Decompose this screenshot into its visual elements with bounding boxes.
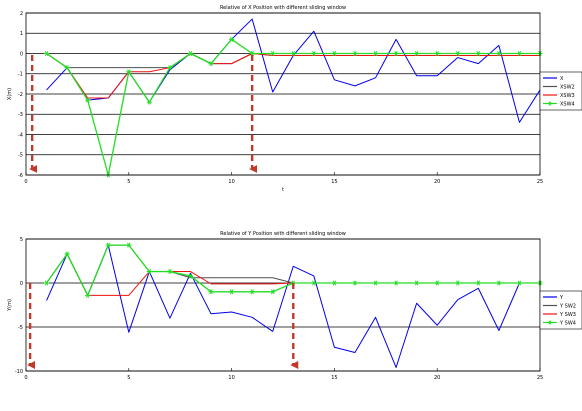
legend: X XSW2 XSW3 XSW4: [539, 71, 582, 111]
series-xsw4: [43, 36, 543, 178]
data-point: [516, 280, 523, 286]
x-tick-label: 10: [228, 179, 234, 185]
data-point: [331, 280, 337, 286]
data-point: [105, 242, 111, 248]
data-point: [64, 251, 70, 257]
data-point: [229, 289, 235, 295]
legend-label: XSW3: [560, 93, 575, 99]
y-axis-label: Y(m): [7, 299, 13, 312]
data-point: [126, 242, 132, 248]
data-point: [414, 50, 420, 57]
data-point: [146, 269, 152, 275]
legend-label: Y SW3: [559, 312, 576, 318]
data-point: [455, 280, 461, 286]
data-point: [43, 280, 50, 286]
legend-marker: [547, 320, 553, 325]
chart-title: Relative of Y Position with different sl…: [220, 231, 346, 237]
data-point: [270, 50, 276, 57]
data-point: [352, 280, 358, 286]
data-point: [393, 280, 399, 286]
y-tick-label: 0: [20, 51, 23, 57]
legend-label: XSW4: [560, 101, 575, 107]
y-tick-label: 1: [20, 31, 23, 37]
x-tick-label: 20: [434, 375, 440, 381]
data-point: [331, 50, 337, 57]
data-point: [434, 280, 440, 286]
data-point: [126, 69, 132, 75]
legend-label: Y SW2: [559, 303, 576, 309]
legend-label: Y: [559, 295, 564, 301]
data-point: [290, 50, 296, 57]
x-tick-label: 0: [24, 179, 27, 185]
legend-marker: [547, 101, 553, 106]
x-tick-label: 5: [127, 375, 130, 381]
x-tick-label: 5: [127, 179, 130, 185]
y-position-chart: Relative of Y Position with different sl…: [7, 231, 582, 381]
y-tick-label: -10: [15, 369, 23, 375]
data-point: [393, 50, 399, 57]
data-point: [496, 280, 502, 286]
data-point: [372, 280, 379, 286]
data-point: [434, 50, 440, 57]
data-point: [146, 99, 152, 105]
x-tick-label: 15: [331, 375, 337, 381]
data-point: [372, 50, 379, 57]
x-tick-label: 25: [537, 375, 543, 381]
y-axis-label: X(m): [7, 88, 13, 100]
data-point: [516, 50, 523, 57]
y-tick-label: -3: [18, 112, 23, 118]
y-tick-label: 2: [20, 11, 23, 17]
legend-label: X: [560, 76, 564, 82]
y-tick-label: -5: [18, 153, 23, 159]
data-point: [475, 280, 481, 286]
data-point: [167, 65, 173, 71]
x-tick-label: 20: [434, 179, 440, 185]
x-position-chart: Relative of X Position with different sl…: [7, 5, 582, 193]
data-point: [64, 65, 70, 71]
data-point: [187, 273, 194, 279]
chart-title: Relative of X Position with different sl…: [220, 5, 346, 11]
data-point: [475, 50, 481, 57]
data-point: [85, 97, 91, 103]
data-point: [311, 280, 317, 286]
data-point: [208, 61, 214, 67]
data-point: [455, 50, 461, 57]
legend-label: XSW2: [560, 84, 575, 90]
data-point: [229, 36, 235, 42]
y-tick-label: -2: [18, 92, 23, 98]
data-point: [187, 50, 194, 57]
y-tick-label: -6: [18, 173, 23, 179]
y-tick-label: 5: [20, 237, 23, 243]
data-point: [85, 292, 91, 298]
x-axis-label: t: [282, 187, 284, 193]
data-point: [311, 50, 317, 57]
series-line: [46, 244, 540, 368]
data-point: [43, 50, 50, 57]
x-tick-label: 0: [24, 375, 27, 381]
data-point: [208, 289, 214, 295]
x-tick-label: 10: [228, 375, 234, 381]
data-point: [167, 269, 173, 275]
data-point: [414, 280, 420, 286]
data-point: [270, 289, 276, 295]
legend: Y Y SW2 Y SW3 Y SW4: [539, 290, 582, 330]
y-tick-label: -1: [18, 72, 23, 78]
legend-label: Y SW4: [559, 320, 576, 326]
y-tick-label: -4: [18, 132, 23, 138]
y-tick-label: 0: [20, 281, 23, 287]
x-tick-label: 25: [537, 179, 543, 185]
data-point: [496, 50, 502, 57]
x-tick-label: 15: [331, 179, 337, 185]
y-tick-label: -5: [18, 325, 23, 331]
data-point: [249, 289, 255, 295]
data-point: [352, 50, 358, 57]
series-y: [46, 244, 540, 368]
